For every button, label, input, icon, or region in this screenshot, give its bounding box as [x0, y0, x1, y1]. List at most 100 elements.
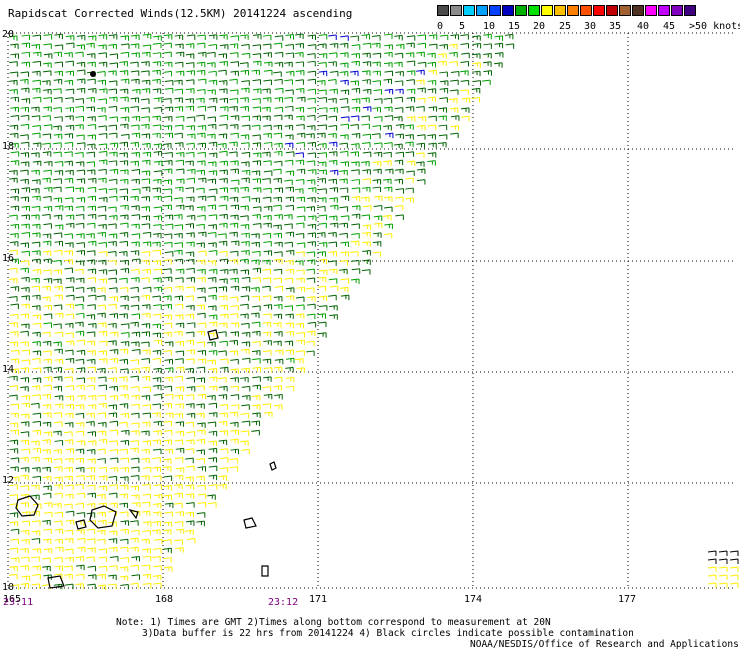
wind-barb: [9, 169, 18, 172]
wind-barb: [351, 187, 360, 190]
wind-barb: [153, 170, 162, 173]
wind-barb: [131, 52, 140, 55]
wind-barb: [108, 88, 117, 91]
wind-barb: [131, 78, 140, 81]
wind-barb: [43, 502, 53, 505]
wind-barb: [87, 277, 96, 280]
wind-barb: [140, 98, 150, 101]
wind-barb: [87, 322, 97, 325]
wind-barb: [9, 573, 18, 576]
wind-barb: [53, 304, 62, 307]
wind-barb: [97, 259, 106, 262]
wind-barb: [219, 169, 228, 172]
wind-barb: [175, 386, 184, 389]
wind-barb: [328, 141, 337, 144]
wind-barb: [141, 349, 151, 352]
wind-barb: [718, 566, 728, 569]
wind-barb: [64, 376, 73, 379]
wind-barb: [97, 394, 106, 397]
wind-barb: [163, 42, 172, 45]
wind-barb: [53, 97, 63, 100]
wind-barb: [417, 87, 426, 90]
wind-barb: [240, 69, 249, 72]
contamination-outline: [269, 461, 277, 471]
wind-barb: [218, 204, 227, 207]
wind-barb: [361, 97, 370, 100]
wind-barb: [141, 510, 150, 513]
wind-barb: [20, 330, 29, 333]
wind-barb: [263, 132, 272, 135]
wind-barb: [43, 278, 52, 280]
wind-barb: [460, 60, 469, 63]
wind-barb: [483, 33, 492, 36]
wind-barb: [98, 168, 107, 171]
wind-barb: [109, 313, 118, 316]
wind-barb: [42, 151, 51, 154]
wind-barb: [42, 133, 51, 136]
wind-barb: [241, 322, 250, 325]
wind-barb: [328, 159, 337, 162]
wind-barb: [262, 34, 271, 37]
wind-barb: [207, 195, 216, 198]
wind-barb: [65, 303, 74, 306]
wind-barb: [196, 438, 205, 441]
wind-barb: [373, 142, 383, 145]
wind-barb: [252, 376, 261, 379]
wind-barb: [372, 241, 381, 244]
wind-barb: [164, 341, 173, 344]
wind-barb: [208, 430, 217, 433]
wind-barb: [197, 393, 206, 396]
wind-barb: [130, 412, 140, 415]
wind-barb: [230, 160, 239, 163]
wind-barb: [208, 242, 217, 245]
wind-barb: [707, 574, 717, 577]
wind-barb: [284, 179, 293, 182]
wind-barb: [296, 304, 305, 307]
wind-barb: [120, 323, 129, 326]
wind-barb: [75, 573, 84, 576]
colorbar-swatch: [463, 5, 475, 16]
wind-barb: [98, 278, 107, 281]
wind-barb: [31, 43, 40, 46]
wind-barb: [164, 79, 173, 82]
wind-barb: [384, 44, 393, 47]
wind-barb: [142, 466, 151, 469]
wind-barb: [328, 178, 337, 181]
wind-barb: [141, 259, 150, 262]
wind-barb: [42, 448, 51, 451]
wind-barb: [119, 575, 128, 578]
wind-barb: [173, 249, 183, 252]
wind-barb: [20, 134, 29, 137]
wind-barb: [229, 259, 238, 262]
wind-barb: [340, 123, 349, 126]
wind-barb: [328, 294, 337, 297]
wind-barb: [76, 492, 85, 495]
wind-barb: [240, 258, 249, 261]
wind-barb: [185, 88, 195, 91]
wind-barb: [64, 466, 73, 469]
wind-barb: [21, 187, 30, 190]
wind-barb: [483, 70, 492, 73]
wind-barb: [119, 484, 128, 487]
wind-barb: [174, 521, 183, 524]
wind-barb: [449, 60, 458, 63]
wind-barb: [339, 222, 348, 225]
wind-barb: [395, 70, 404, 73]
wind-barb: [472, 80, 481, 83]
wind-barb: [21, 214, 30, 217]
wind-barb: [219, 268, 228, 271]
wind-barb: [252, 115, 261, 118]
wind-barb: [197, 142, 206, 145]
wind-barb: [273, 114, 282, 117]
wind-barb: [274, 394, 283, 397]
wind-barb: [307, 197, 316, 200]
wind-barb: [141, 457, 150, 460]
wind-barb: [86, 42, 95, 45]
wind-barb: [20, 413, 29, 416]
wind-barb: [383, 106, 393, 109]
wind-barb: [339, 62, 348, 65]
wind-barb: [229, 350, 238, 353]
wind-barb: [285, 295, 294, 298]
wind-barb: [64, 205, 73, 208]
mid-time-label: 23:12: [268, 597, 299, 608]
